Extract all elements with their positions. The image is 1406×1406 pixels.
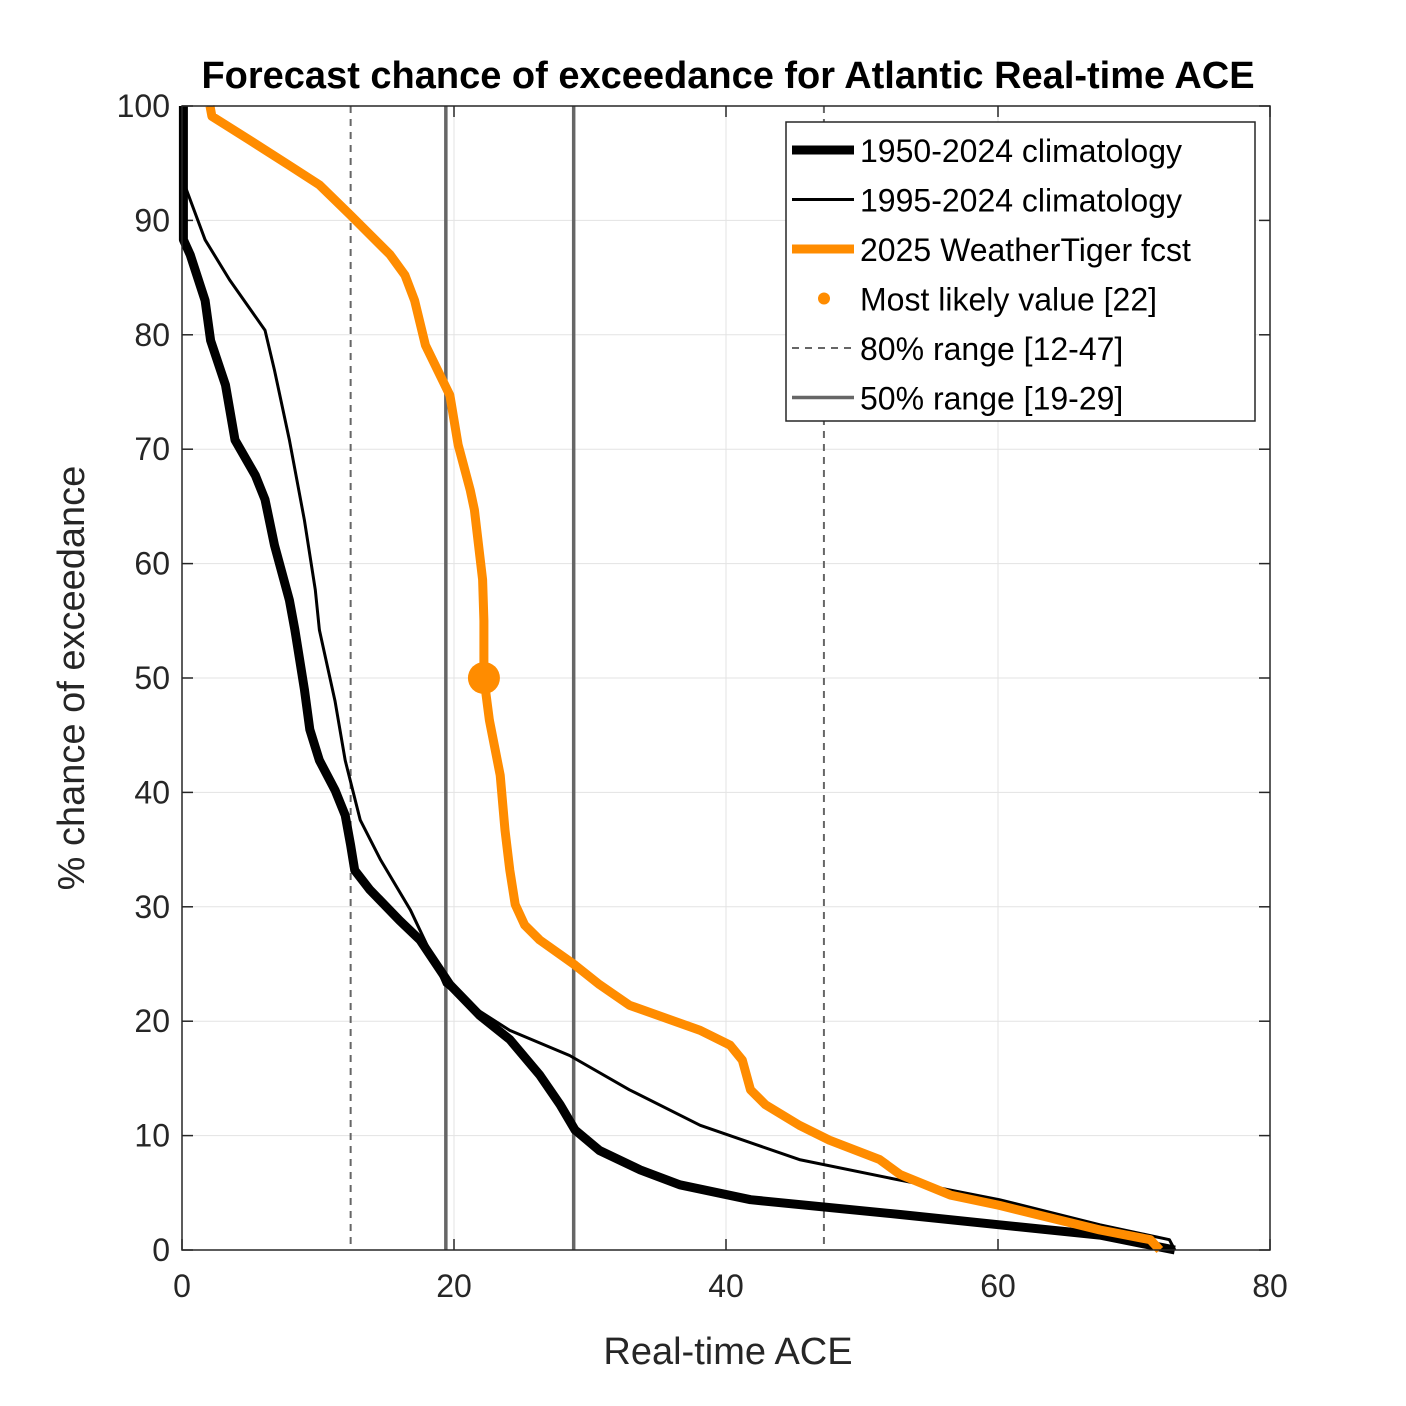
y-tick-label: 30 bbox=[134, 889, 170, 925]
x-tick-label: 20 bbox=[436, 1268, 472, 1304]
series-line-2 bbox=[205, 105, 1164, 1254]
y-axis-label: % chance of exceedance bbox=[51, 466, 93, 891]
plot-frame bbox=[181, 105, 1271, 1251]
series-lines bbox=[178, 105, 1177, 1255]
most-likely-point bbox=[467, 662, 500, 694]
chart-title: Forecast chance of exceedance for Atlant… bbox=[201, 55, 1254, 97]
y-tick-label: 0 bbox=[152, 1232, 170, 1268]
x-tick-label: 40 bbox=[708, 1268, 744, 1304]
y-tick-label: 20 bbox=[134, 1003, 170, 1039]
legend-box bbox=[785, 121, 1256, 422]
y-tick-label: 100 bbox=[117, 88, 170, 124]
legend-marker bbox=[818, 292, 830, 305]
y-tick-label: 70 bbox=[134, 431, 170, 467]
y-tick-label: 80 bbox=[134, 317, 170, 353]
series-line-1 bbox=[181, 106, 1177, 1251]
y-tick-label: 60 bbox=[134, 546, 170, 582]
legend: 1950-2024 climatology 1995-2024 climatolo… bbox=[785, 121, 1256, 422]
series-line-0 bbox=[178, 106, 1176, 1255]
legend-label: 1995-2024 climatology bbox=[860, 183, 1182, 219]
legend-label: 1950-2024 climatology bbox=[860, 133, 1182, 169]
y-tick-label: 50 bbox=[134, 660, 170, 696]
x-axis-label: Real-time ACE bbox=[603, 1331, 852, 1373]
x-tick-label: 60 bbox=[980, 1268, 1016, 1304]
x-tick-label: 80 bbox=[1252, 1268, 1288, 1304]
legend-label: 80% range [12-47] bbox=[860, 331, 1123, 367]
legend-label: 2025 WeatherTiger fcst bbox=[860, 232, 1191, 268]
legend-label: Most likely value [22] bbox=[860, 282, 1157, 318]
y-tick-label: 90 bbox=[134, 202, 170, 238]
y-tick-label: 10 bbox=[134, 1118, 170, 1154]
y-tick-label: 40 bbox=[134, 774, 170, 810]
tick-labels: 0 20 40 60 80 0 10 20 30 40 50 60 70 80 90 100 bbox=[117, 88, 1288, 1304]
x-tick-label: 0 bbox=[173, 1268, 191, 1304]
legend-label: 50% range [19-29] bbox=[860, 381, 1123, 417]
